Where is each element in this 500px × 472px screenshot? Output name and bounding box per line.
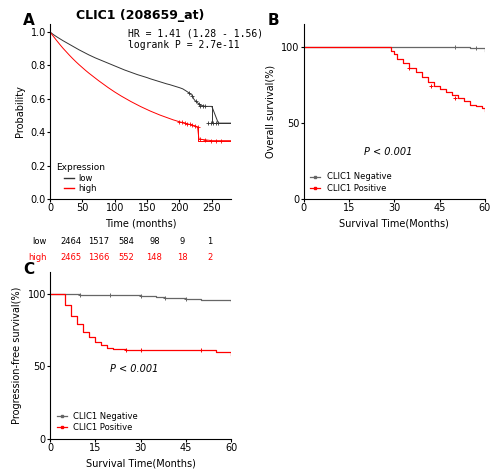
X-axis label: Time (months): Time (months) xyxy=(105,219,176,229)
Text: low: low xyxy=(32,237,46,246)
Text: C: C xyxy=(23,262,34,277)
Text: 584: 584 xyxy=(118,237,134,246)
X-axis label: Survival Time(Months): Survival Time(Months) xyxy=(86,459,196,469)
Text: 2: 2 xyxy=(208,253,212,262)
Y-axis label: Progression-free survival(%): Progression-free survival(%) xyxy=(12,287,22,424)
Text: A: A xyxy=(23,13,34,28)
Title: CLIC1 (208659_at): CLIC1 (208659_at) xyxy=(76,9,205,23)
Text: 2465: 2465 xyxy=(60,253,82,262)
Text: 1517: 1517 xyxy=(88,237,109,246)
Text: HR = 1.41 (1.28 - 1.56)
logrank P = 2.7e-11: HR = 1.41 (1.28 - 1.56) logrank P = 2.7e… xyxy=(128,29,263,51)
Legend: CLIC1 Negative, CLIC1 Positive: CLIC1 Negative, CLIC1 Positive xyxy=(54,410,141,435)
Text: P < 0.001: P < 0.001 xyxy=(364,146,412,157)
Y-axis label: Overall survival(%): Overall survival(%) xyxy=(266,65,276,158)
Text: 1366: 1366 xyxy=(88,253,110,262)
Text: 1: 1 xyxy=(208,237,212,246)
Legend: CLIC1 Negative, CLIC1 Positive: CLIC1 Negative, CLIC1 Positive xyxy=(308,170,394,195)
Text: 2464: 2464 xyxy=(60,237,82,246)
Text: P < 0.001: P < 0.001 xyxy=(110,364,158,374)
Text: high: high xyxy=(28,253,46,262)
Text: 148: 148 xyxy=(146,253,162,262)
Text: 18: 18 xyxy=(177,253,188,262)
Legend: low, high: low, high xyxy=(54,161,106,195)
X-axis label: Survival Time(Months): Survival Time(Months) xyxy=(340,219,450,229)
Text: 9: 9 xyxy=(180,237,185,246)
Y-axis label: Probability: Probability xyxy=(15,85,25,137)
Text: 98: 98 xyxy=(149,237,160,246)
Text: B: B xyxy=(268,13,279,28)
Text: 552: 552 xyxy=(118,253,134,262)
